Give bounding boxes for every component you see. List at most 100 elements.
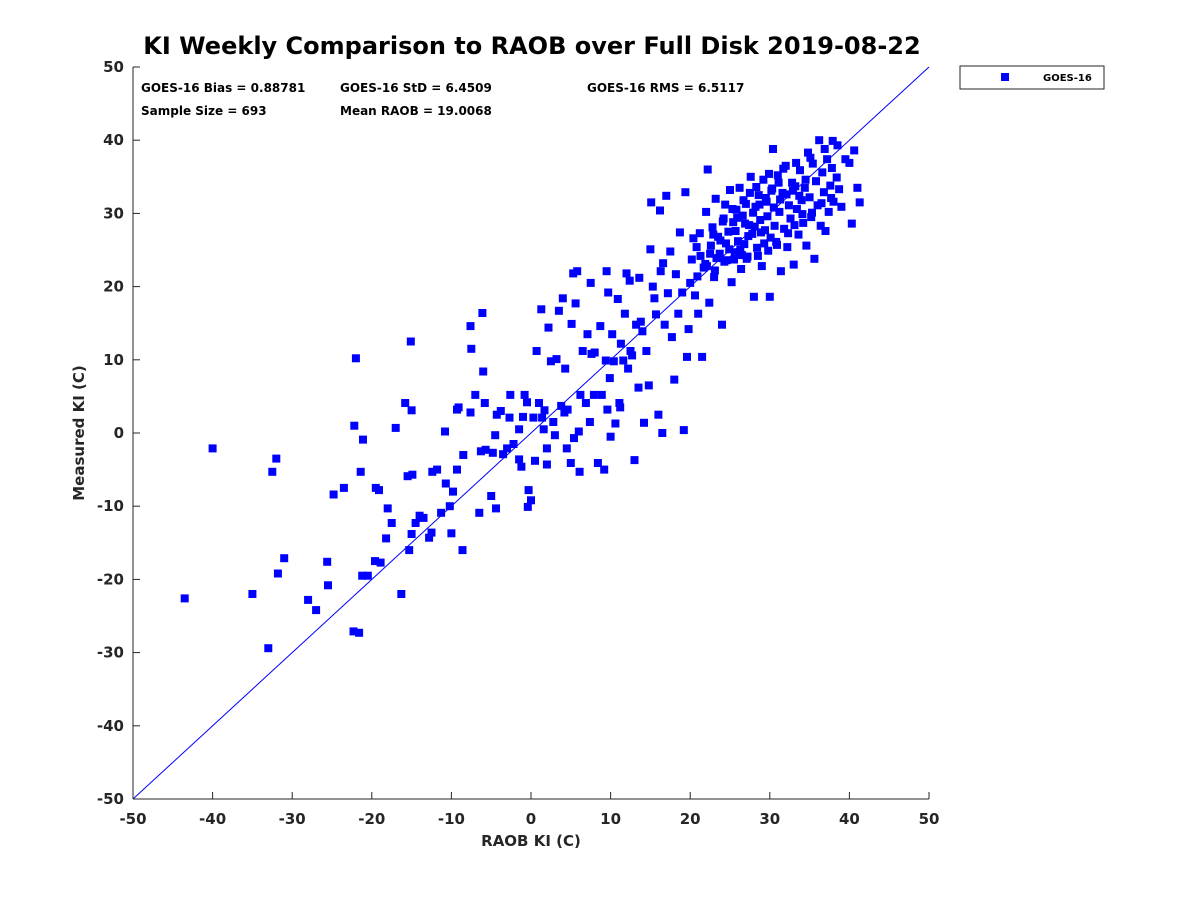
data-point: [761, 194, 770, 202]
data-point: [695, 229, 704, 238]
data-point: [411, 519, 420, 527]
data-point: [654, 410, 663, 419]
data-point: [600, 465, 609, 474]
data-point: [757, 262, 766, 271]
data-point: [602, 267, 611, 276]
data-point: [815, 136, 824, 145]
data-point: [708, 223, 717, 232]
data-point: [853, 183, 862, 192]
data-point: [766, 233, 775, 242]
y-tick-label: -50: [97, 790, 124, 808]
data-point: [716, 236, 725, 245]
data-point: [509, 440, 518, 448]
data-point: [775, 207, 784, 216]
data-point: [833, 141, 842, 150]
data-point: [563, 405, 572, 414]
data-point: [794, 230, 803, 239]
data-point: [827, 194, 836, 202]
data-point: [760, 239, 769, 248]
data-point: [701, 259, 710, 268]
data-point: [453, 465, 461, 474]
data-point: [728, 205, 737, 213]
data-point: [804, 148, 812, 157]
data-point: [554, 306, 563, 315]
y-tick-label: -20: [97, 570, 124, 588]
data-point: [658, 429, 667, 437]
data-point: [616, 339, 625, 348]
data-point: [620, 309, 629, 318]
data-point: [801, 175, 810, 184]
data-point: [324, 581, 332, 590]
data-point: [656, 267, 665, 276]
data-point: [542, 460, 551, 469]
data-point: [441, 427, 449, 436]
data-point: [819, 188, 828, 197]
data-point: [273, 569, 282, 578]
data-point: [689, 234, 698, 243]
data-point: [488, 448, 497, 457]
data-point: [738, 211, 747, 220]
data-point: [359, 435, 367, 444]
data-point: [562, 444, 571, 453]
data-point: [647, 198, 656, 207]
data-point: [739, 196, 748, 205]
data-point: [818, 168, 827, 177]
data-point: [638, 327, 647, 336]
data-point: [573, 267, 582, 276]
data-point: [480, 399, 489, 407]
data-point: [382, 534, 391, 543]
data-point: [523, 502, 532, 511]
data-point: [405, 546, 414, 555]
data-point: [425, 533, 434, 542]
data-point: [773, 171, 782, 180]
data-point: [710, 273, 719, 282]
x-tick-label: -40: [199, 810, 226, 828]
data-point: [355, 628, 364, 637]
data-point: [706, 241, 715, 250]
data-point: [687, 255, 696, 264]
data-point: [796, 166, 804, 175]
data-point: [791, 182, 800, 191]
data-point: [571, 299, 580, 308]
data-point: [609, 357, 618, 366]
data-point: [634, 383, 643, 392]
data-point: [823, 155, 832, 164]
data-point: [492, 504, 500, 513]
data-point: [765, 292, 774, 301]
data-point: [383, 504, 392, 513]
data-point: [776, 195, 785, 204]
data-point: [499, 450, 508, 459]
data-point: [625, 276, 634, 285]
data-point: [603, 405, 612, 414]
data-point: [628, 351, 637, 360]
data-point: [449, 487, 457, 496]
x-tick-label: 30: [759, 810, 780, 828]
data-point: [827, 164, 836, 172]
legend-marker-square: [1001, 73, 1009, 81]
data-point: [506, 390, 515, 399]
data-point: [710, 266, 719, 275]
data-point: [375, 486, 383, 495]
data-point: [478, 309, 487, 317]
points-layer: [180, 136, 864, 653]
data-point: [349, 627, 358, 636]
data-point: [323, 557, 332, 566]
data-point: [740, 240, 749, 249]
y-tick-label: 10: [103, 351, 124, 369]
data-point: [652, 310, 660, 319]
data-point: [445, 502, 454, 511]
data-point: [660, 320, 669, 329]
data-point: [718, 320, 726, 329]
data-point: [744, 232, 753, 241]
data-point: [471, 390, 480, 399]
data-point: [756, 216, 765, 224]
data-point: [632, 320, 641, 329]
data-point: [752, 183, 761, 191]
data-point: [798, 210, 807, 219]
x-tick-label: -20: [358, 810, 385, 828]
data-point: [351, 354, 360, 363]
data-point: [527, 496, 535, 505]
data-point: [820, 145, 829, 153]
data-point: [304, 595, 313, 604]
